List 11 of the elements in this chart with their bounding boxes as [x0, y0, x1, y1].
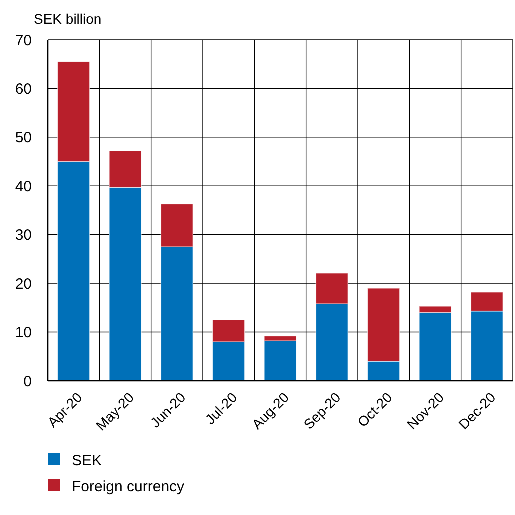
- y-tick-label: 70: [15, 32, 32, 50]
- y-axis-title: SEK billion: [34, 11, 102, 27]
- y-tick-label: 60: [15, 80, 32, 98]
- legend-label: SEK: [72, 452, 102, 470]
- y-tick-label: 20: [15, 276, 32, 293]
- y-tick-label: 30: [15, 227, 32, 244]
- y-tick-label: 0: [24, 373, 32, 390]
- legend-label: Foreign currency: [72, 478, 186, 496]
- y-tick-label: 10: [15, 324, 32, 342]
- y-tick-label: 50: [15, 130, 32, 147]
- y-tick-label: 40: [15, 178, 32, 196]
